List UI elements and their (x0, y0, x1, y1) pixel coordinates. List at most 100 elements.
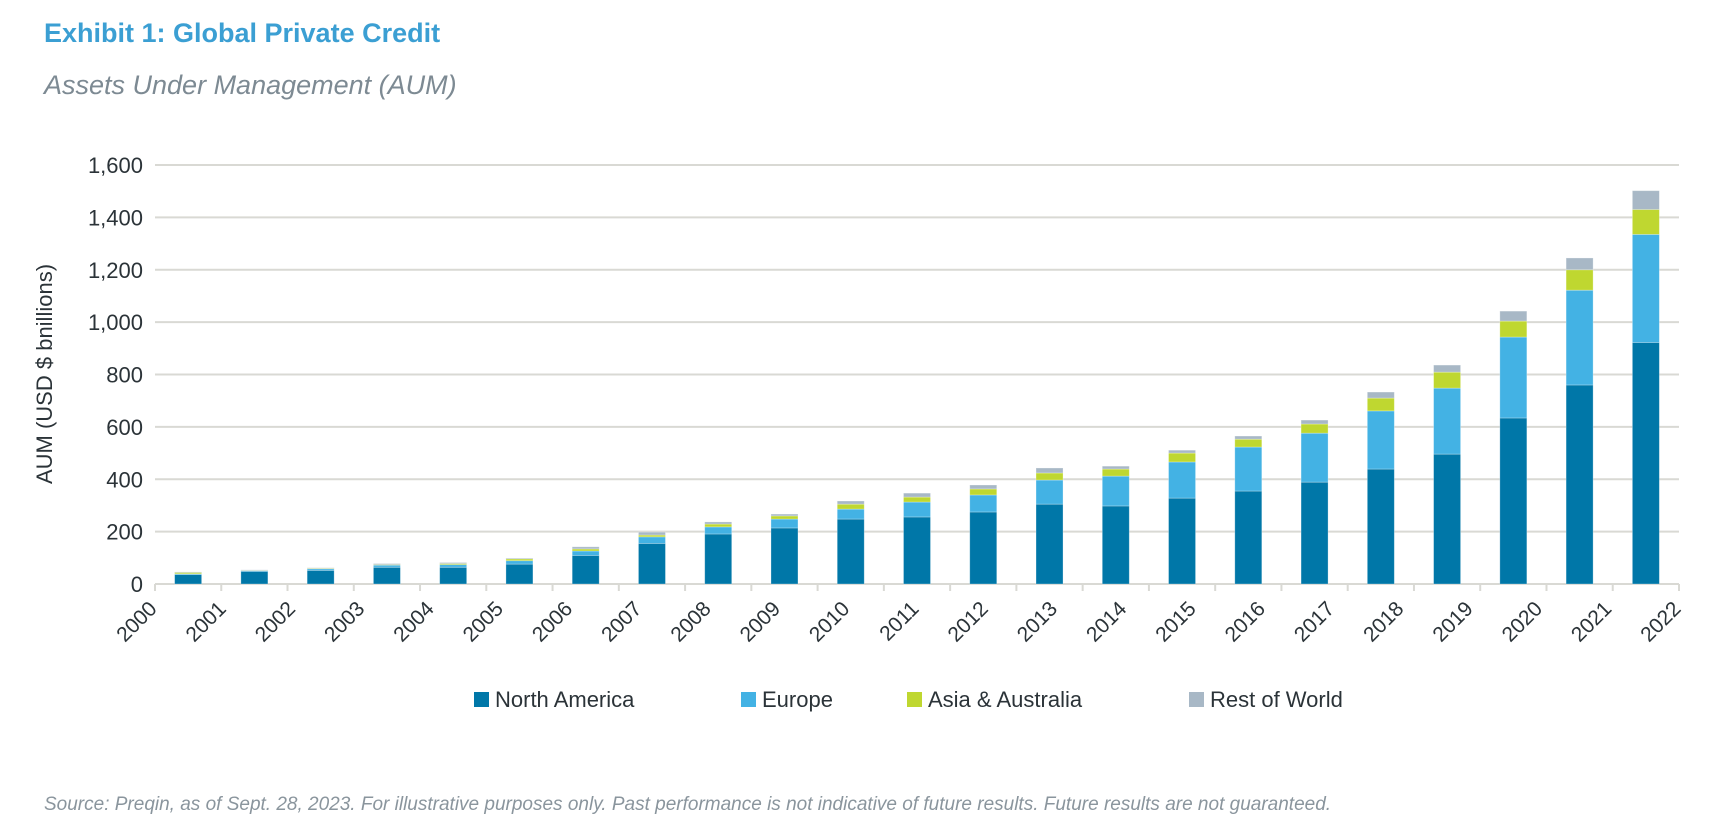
bar-north-america-2013 (1035, 503, 1064, 585)
legend-item: Asia & Australia (907, 687, 1083, 712)
x-tick-label: 2010 (805, 597, 854, 646)
bar-rest-of-world-2022 (1631, 190, 1660, 210)
chart-subtitle: Assets Under Management (AUM) (44, 70, 457, 100)
bar-rest-of-world-2010 (836, 500, 865, 505)
bar-europe-2022 (1631, 233, 1660, 343)
x-tick-label: 2011 (875, 597, 923, 645)
bar-north-america-2012 (969, 511, 998, 585)
bar-europe-2016 (1234, 446, 1263, 492)
bar-europe-2011 (903, 501, 931, 518)
bar-rest-of-world-2004 (439, 562, 468, 564)
x-tick-label: 2003 (320, 597, 369, 646)
bar-rest-of-world-2015 (1168, 449, 1196, 454)
bar-asia-australia-2008 (704, 523, 733, 528)
y-tick-label: 1,000 (88, 310, 143, 335)
y-tick-label: 800 (106, 363, 143, 388)
x-tick-label: 2007 (597, 597, 646, 646)
bar-asia-australia-2021 (1565, 269, 1594, 291)
bar-asia-australia-2009 (770, 515, 799, 520)
legend-item: North America (474, 687, 635, 712)
bar-rest-of-world-2017 (1300, 419, 1329, 425)
legend: North America Europe Asia & Australia Rest … (474, 687, 1343, 712)
bar-asia-australia-2020 (1499, 320, 1528, 338)
bar-rest-of-world-2008 (704, 521, 733, 525)
x-tick-label: 2012 (944, 597, 993, 646)
bar-asia-australia-2014 (1101, 468, 1130, 477)
legend-label: North America (495, 687, 635, 712)
bar-north-america-2008 (704, 533, 733, 585)
bar-rest-of-world-2020 (1499, 310, 1528, 322)
x-tick-label: 2008 (666, 597, 715, 646)
bar-north-america-2009 (770, 527, 799, 585)
x-tick-label: 2009 (736, 597, 785, 646)
bar-europe-2006 (571, 550, 600, 556)
bar-asia-australia-2015 (1168, 452, 1196, 463)
x-tick-label: 2005 (459, 597, 508, 646)
bar-asia-australia-2019 (1433, 371, 1461, 389)
bar-europe-2008 (704, 526, 733, 535)
bar-north-america-2015 (1168, 497, 1196, 585)
bar-rest-of-world-2018 (1366, 391, 1395, 399)
bar-rest-of-world-2013 (1035, 467, 1064, 474)
bar-europe-2004 (439, 564, 468, 568)
x-tick-label: 2014 (1082, 597, 1132, 647)
x-tick-label: 2020 (1498, 597, 1547, 646)
bar-north-america-2018 (1366, 468, 1395, 585)
bars (174, 190, 1660, 585)
bar-north-america-2022 (1631, 342, 1660, 585)
bar-europe-2002 (306, 568, 335, 571)
bar-rest-of-world-2019 (1433, 364, 1461, 373)
bar-europe-2019 (1433, 387, 1461, 455)
bar-rest-of-world-2002 (306, 567, 335, 569)
x-tick-label: 2015 (1151, 597, 1200, 646)
bar-rest-of-world-2016 (1234, 435, 1263, 440)
y-axis-label: AUM (USD $ bnillions) (32, 264, 57, 484)
bar-north-america-2006 (571, 555, 600, 585)
bar-asia-australia-2010 (836, 503, 865, 510)
legend-item: Europe (741, 687, 833, 712)
x-tick-label: 2021 (1567, 597, 1616, 646)
legend-swatch (474, 692, 489, 707)
bar-north-america-2017 (1300, 481, 1329, 585)
bar-rest-of-world-2021 (1565, 257, 1594, 271)
y-tick-label: 400 (106, 467, 143, 492)
bar-asia-australia-2017 (1300, 423, 1329, 434)
bar-rest-of-world-2001 (240, 569, 269, 571)
bar-europe-2014 (1101, 475, 1130, 507)
x-tick-label: 2017 (1290, 597, 1339, 646)
bar-rest-of-world-2011 (903, 492, 931, 498)
y-tick-labels: 0 200 400 600 800 1,000 1,200 1,400 1,600 (88, 153, 143, 597)
legend-swatch (1189, 692, 1204, 707)
x-tick-label: 2022 (1636, 597, 1685, 646)
bar-north-america-2019 (1433, 453, 1461, 585)
bar-north-america-2003 (373, 566, 401, 585)
bar-asia-australia-2013 (1035, 472, 1064, 481)
legend-swatch (741, 692, 756, 707)
bar-north-america-2000 (174, 574, 203, 585)
bar-europe-2021 (1565, 289, 1594, 386)
bar-asia-australia-2016 (1234, 438, 1263, 448)
x-tick-label: 2013 (1013, 597, 1062, 646)
bar-europe-2015 (1168, 461, 1196, 499)
bar-north-america-2021 (1565, 384, 1594, 585)
bar-rest-of-world-2007 (638, 531, 666, 536)
y-tick-label: 200 (106, 520, 143, 545)
bar-asia-australia-2006 (571, 548, 600, 552)
bar-rest-of-world-2012 (969, 484, 998, 490)
y-tick-label: 0 (131, 572, 143, 597)
x-tick-labels: 2000 2001 2002 2003 2004 2005 2006 2007 2008 2009… (112, 597, 1685, 647)
bar-europe-2017 (1300, 432, 1329, 483)
bar-north-america-2010 (836, 518, 865, 585)
bar-asia-australia-2022 (1631, 209, 1660, 235)
x-tick-label: 2006 (528, 597, 577, 646)
y-tick-label: 1,400 (88, 205, 143, 230)
x-tick-label: 2019 (1428, 597, 1477, 646)
bar-europe-2020 (1499, 336, 1528, 419)
bar-europe-2005 (505, 560, 534, 565)
bar-north-america-2005 (505, 563, 534, 585)
bar-europe-2013 (1035, 479, 1064, 505)
bar-europe-2018 (1366, 410, 1395, 470)
y-tick-label: 600 (106, 415, 143, 440)
bar-north-america-2020 (1499, 417, 1528, 585)
legend-label: Asia & Australia (928, 687, 1083, 712)
